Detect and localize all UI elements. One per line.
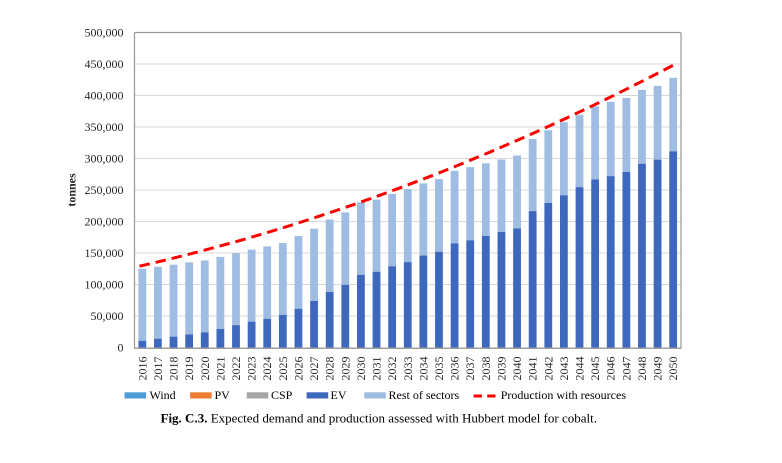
svg-text:PV: PV xyxy=(215,388,231,402)
svg-text:2046: 2046 xyxy=(604,357,618,381)
svg-text:2031: 2031 xyxy=(370,357,384,381)
svg-text:0: 0 xyxy=(118,341,124,355)
svg-text:2021: 2021 xyxy=(213,357,227,381)
svg-text:2050: 2050 xyxy=(666,357,680,381)
svg-text:2020: 2020 xyxy=(198,357,212,381)
svg-text:2033: 2033 xyxy=(401,357,415,381)
svg-text:2048: 2048 xyxy=(635,357,649,381)
svg-text:400,000: 400,000 xyxy=(85,89,124,103)
svg-text:250,000: 250,000 xyxy=(85,183,124,197)
svg-text:Rest of sectors: Rest of sectors xyxy=(389,388,460,402)
svg-text:2024: 2024 xyxy=(260,357,274,381)
svg-text:2035: 2035 xyxy=(432,357,446,381)
svg-text:Production with resources: Production with resources xyxy=(501,388,627,402)
svg-text:Wind: Wind xyxy=(150,388,176,402)
svg-text:2037: 2037 xyxy=(463,357,477,381)
svg-text:2043: 2043 xyxy=(557,357,571,381)
svg-text:2017: 2017 xyxy=(151,357,165,381)
svg-text:2030: 2030 xyxy=(354,357,368,381)
svg-text:2016: 2016 xyxy=(135,357,149,381)
svg-text:Fig. C.3. Expected demand and: Fig. C.3. Expected demand and production… xyxy=(161,411,597,426)
svg-text:200,000: 200,000 xyxy=(85,215,124,229)
svg-text:tonnes: tonnes xyxy=(65,173,79,207)
svg-text:2032: 2032 xyxy=(385,357,399,381)
svg-text:2042: 2042 xyxy=(541,357,555,381)
svg-text:2038: 2038 xyxy=(479,357,493,381)
svg-text:2022: 2022 xyxy=(229,357,243,381)
svg-text:2047: 2047 xyxy=(619,357,633,381)
svg-text:2034: 2034 xyxy=(416,357,430,381)
svg-text:2045: 2045 xyxy=(588,357,602,381)
svg-text:2018: 2018 xyxy=(167,357,181,381)
svg-text:350,000: 350,000 xyxy=(85,120,124,134)
svg-text:2025: 2025 xyxy=(276,357,290,381)
svg-text:2027: 2027 xyxy=(307,357,321,381)
svg-text:2023: 2023 xyxy=(245,357,259,381)
svg-text:EV: EV xyxy=(331,388,347,402)
svg-text:2029: 2029 xyxy=(338,357,352,381)
svg-text:2026: 2026 xyxy=(291,357,305,381)
svg-text:450,000: 450,000 xyxy=(85,57,124,71)
svg-text:2040: 2040 xyxy=(510,357,524,381)
svg-text:300,000: 300,000 xyxy=(85,152,124,166)
svg-text:2039: 2039 xyxy=(494,357,508,381)
svg-text:2049: 2049 xyxy=(651,357,665,381)
svg-text:100,000: 100,000 xyxy=(85,278,124,292)
svg-text:2041: 2041 xyxy=(526,357,540,381)
svg-text:2044: 2044 xyxy=(573,357,587,381)
svg-text:150,000: 150,000 xyxy=(85,246,124,260)
svg-text:2019: 2019 xyxy=(182,357,196,381)
svg-text:CSP: CSP xyxy=(271,388,293,402)
svg-text:50,000: 50,000 xyxy=(91,309,124,323)
svg-text:2036: 2036 xyxy=(448,357,462,381)
svg-text:500,000: 500,000 xyxy=(85,26,124,40)
svg-text:2028: 2028 xyxy=(323,357,337,381)
